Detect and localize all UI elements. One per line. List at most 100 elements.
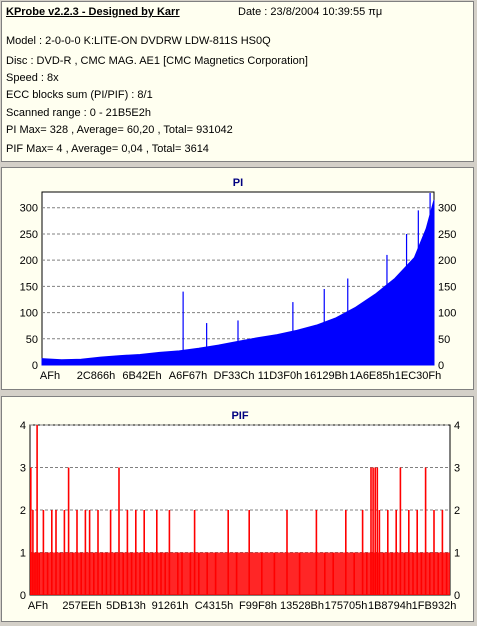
pif-xtick: F99F8h [239, 600, 277, 612]
pif-stats: PIF Max= 4 , Average= 0,04 , Total= 3614 [6, 143, 209, 155]
pif-bar [235, 552, 238, 595]
pif-bar [38, 552, 40, 595]
pif-xtick: AFh [28, 600, 48, 612]
pif-bar [416, 510, 418, 595]
pif-ytick-right: 3 [454, 463, 460, 475]
pif-bar [80, 552, 82, 595]
pif-ytick-right: 0 [454, 590, 460, 602]
pif-bar [353, 552, 355, 595]
pif-bar [114, 552, 116, 595]
pif-xtick: 91261h [152, 600, 189, 612]
pif-xtick: 1B8794h [368, 600, 412, 612]
pif-bar [126, 510, 129, 595]
pi-xtick: DF33Ch [214, 370, 255, 382]
pif-ytick-left: 1 [20, 548, 26, 560]
pi-xtick: 6B42Eh [122, 370, 161, 382]
pif-bar [143, 510, 145, 595]
pi-xtick: 11D3F0h [258, 370, 302, 382]
pi-ytick-right: 200 [438, 255, 456, 267]
pif-ytick-right: 2 [454, 505, 460, 517]
pi-xtick: 16129Bh [304, 370, 348, 382]
pif-bar [67, 467, 70, 595]
pif-bar [42, 510, 45, 595]
pif-bar [30, 467, 32, 595]
pif-ytick-left: 2 [20, 505, 26, 517]
pif-bar [147, 552, 150, 595]
pif-bar [387, 510, 389, 595]
pif-bar [139, 552, 141, 595]
pif-bar [168, 510, 171, 595]
pif-bar [437, 552, 439, 595]
scan-date: Date : 23/8/2004 10:39:55 πμ [238, 6, 383, 18]
pif-bar [160, 552, 162, 595]
pi-ytick-right: 300 [438, 203, 456, 215]
pif-xtick: 257EEh [62, 600, 101, 612]
pi-xtick: AFh [40, 370, 60, 382]
pif-bar [378, 510, 381, 595]
pif-bar [193, 510, 196, 595]
pif-chart-panel: PIF 0 0 1 1 2 2 3 3 4 4 AFh 257EEh 5DB13h 91261h C4315h… [1, 396, 474, 622]
pif-xtick: 175705h [325, 600, 368, 612]
pif-bar [441, 510, 444, 595]
pif-bar [424, 467, 427, 595]
pif-bar [345, 510, 347, 595]
pif-bar [189, 552, 192, 595]
pif-bar [298, 552, 301, 595]
pif-bar [433, 510, 435, 595]
pif-ytick-left: 0 [20, 590, 26, 602]
pif-bar [206, 552, 208, 595]
pif-bar [370, 467, 372, 595]
pif-bar [109, 510, 112, 595]
pi-title: PI [233, 177, 243, 189]
pif-xtick: C4315h [195, 600, 234, 612]
pif-bar [403, 552, 406, 595]
pif-bar [374, 467, 376, 595]
pif-bar [248, 510, 250, 595]
pif-bar [32, 510, 34, 595]
pif-bar [101, 552, 103, 595]
pi-ytick-right: 250 [438, 229, 456, 241]
pif-ytick-right: 4 [454, 420, 460, 432]
pif-bar [135, 510, 137, 595]
pif-bar [177, 552, 179, 595]
pi-ytick-right: 150 [438, 281, 456, 293]
pif-bar [93, 552, 95, 595]
info-panel: KProbe v2.2.3 - Designed by Karr Date : … [1, 1, 474, 162]
pif-bar [395, 510, 397, 595]
pif-bar [315, 510, 318, 595]
pi-xtick: A6F67h [169, 370, 208, 382]
pif-bar [34, 552, 36, 595]
pif-bar [36, 425, 38, 595]
pif-bar [332, 552, 334, 595]
pif-bar [84, 510, 87, 595]
disc-info: Disc : DVD-R , CMC MAG. AE1 [CMC Magneti… [6, 55, 308, 67]
drive-model: Model : 2-0-0-0 K:LITE-ON DVDRW LDW-811S… [6, 35, 271, 47]
pif-bar [118, 467, 120, 595]
pif-bar [227, 510, 229, 595]
pif-chart: PIF 0 0 1 1 2 2 3 3 4 4 AFh 257EEh 5DB13h 91261h C4315h… [20, 410, 460, 612]
pif-bar [286, 510, 288, 595]
pi-ytick-left: 0 [32, 360, 38, 372]
pi-chart-panel: PI 0 0 50 50 100 100 150 150 200 200 250 250 300 300 AF… [1, 167, 474, 390]
pif-bar [361, 510, 364, 595]
pi-stats: PI Max= 328 , Average= 60,20 , Total= 93… [6, 124, 233, 136]
pif-bar [198, 552, 200, 595]
pif-ytick-left: 3 [20, 463, 26, 475]
pi-ytick-left: 300 [20, 203, 38, 215]
pi-ytick-left: 250 [20, 229, 38, 241]
pif-bar [88, 510, 91, 595]
pif-bar [97, 510, 99, 595]
pif-ytick-left: 4 [20, 420, 26, 432]
pif-bar [164, 552, 166, 595]
pif-bar [51, 510, 53, 595]
pif-bar [59, 552, 61, 595]
pif-bar [105, 552, 108, 595]
pif-bar [72, 552, 74, 595]
pif-bar [46, 552, 49, 595]
pi-chart: PI 0 0 50 50 100 100 150 150 200 200 250 250 300 300 AF… [20, 177, 457, 382]
pi-ytick-right: 0 [438, 360, 444, 372]
pif-bar [151, 552, 154, 595]
app-title: KProbe v2.2.3 - Designed by Karr [6, 6, 180, 18]
pif-bar [429, 552, 431, 595]
ecc-info: ECC blocks sum (PI/PIF) : 8/1 [6, 89, 153, 101]
